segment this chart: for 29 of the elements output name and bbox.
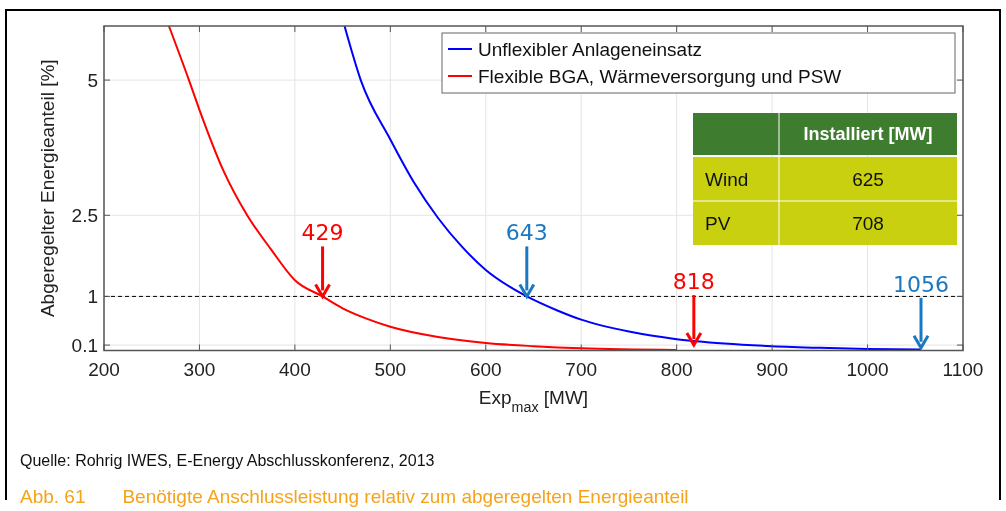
y-tick-label: 5 xyxy=(87,69,98,91)
x-tick-label: 1100 xyxy=(942,358,984,380)
y-tick-label: 0.1 xyxy=(71,334,98,356)
text: Abb. 61 Benötigte Anschlussleistung relativ zum abgeregelten Energieanteil xyxy=(20,486,689,507)
annotation: Installiert [MW] xyxy=(803,124,933,145)
x-tick-label: 700 xyxy=(565,358,598,380)
y-tick-label: 1 xyxy=(87,286,98,308)
annotation: Wind xyxy=(705,168,749,190)
legend-label: Flexible BGA, Wärmeversorgung und PSW xyxy=(478,65,842,87)
y-axis-title: Abgeregelter Energieanteil [%] xyxy=(37,59,58,318)
x-tick-label: 400 xyxy=(279,358,311,380)
source-note: Quelle: Rohrig IWES, E-Energy Abschlusskonferenz, 2013 xyxy=(20,452,435,469)
x-tick-label: 800 xyxy=(660,358,693,380)
annotation: 1056 xyxy=(893,271,949,297)
annotation: 429 xyxy=(301,220,344,246)
x-axis-title: Exp$_{max}$ [MW] xyxy=(478,386,589,415)
x-tick-label: 200 xyxy=(88,358,120,380)
annotation: PV xyxy=(705,212,731,234)
x-tick-label: 1000 xyxy=(846,358,889,380)
x-tick-label: 300 xyxy=(183,358,216,380)
legend-label: Unflexibler Anlageneinsatz xyxy=(478,38,702,60)
y-tick-label: 2.5 xyxy=(71,204,98,226)
annotation: 625 xyxy=(852,168,884,190)
annotation: 708 xyxy=(852,212,884,234)
x-tick-label: 900 xyxy=(756,358,788,380)
annotation: 818 xyxy=(672,269,715,295)
x-tick-label: 600 xyxy=(469,358,502,380)
annotation: 643 xyxy=(505,220,548,246)
x-tick-label: 500 xyxy=(374,358,407,380)
